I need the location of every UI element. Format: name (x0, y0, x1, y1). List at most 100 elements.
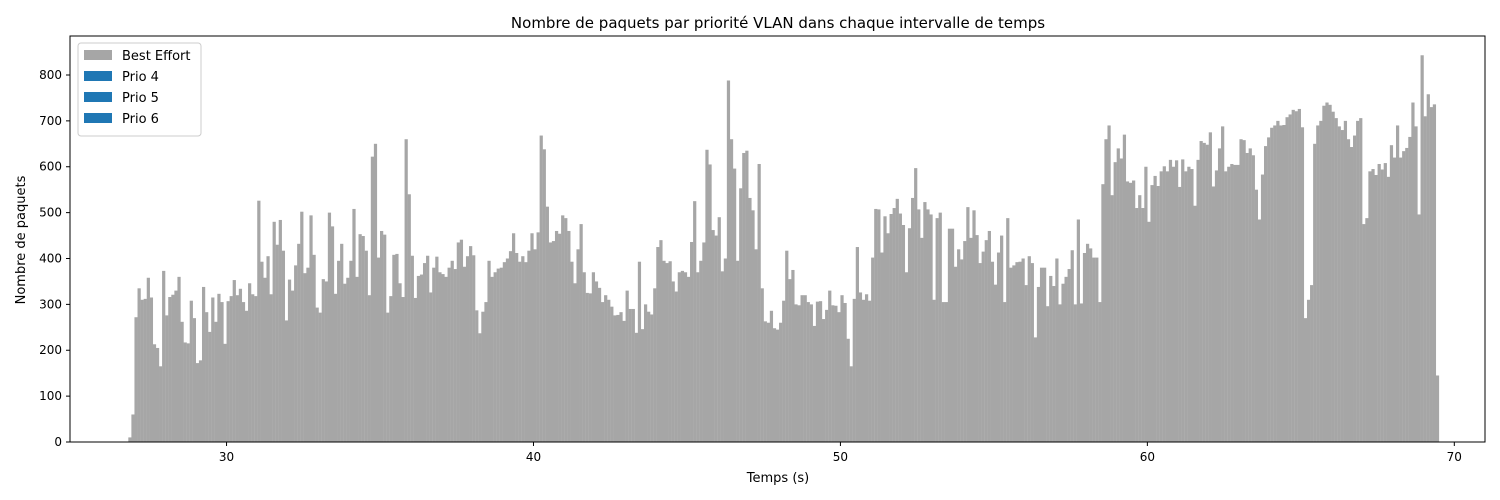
bar (680, 270, 685, 442)
bar (254, 296, 258, 442)
bar (871, 257, 875, 442)
bar (426, 255, 430, 442)
bar (475, 310, 479, 442)
bar (1300, 127, 1305, 442)
bar (260, 261, 264, 442)
bar (165, 315, 169, 442)
bar (407, 194, 411, 442)
bar (134, 317, 138, 442)
bar (1193, 205, 1197, 442)
bar (1270, 127, 1274, 443)
bar (864, 294, 869, 442)
bar (1297, 108, 1301, 442)
bar (1036, 286, 1041, 442)
bar (972, 210, 976, 442)
bar (1184, 171, 1188, 443)
y-tick-label: 600 (39, 160, 62, 174)
bar (941, 302, 945, 442)
bar (361, 236, 365, 442)
bar (1196, 159, 1200, 442)
bar (1079, 303, 1084, 442)
bar (232, 280, 236, 442)
bar (932, 299, 936, 442)
bar (582, 272, 586, 442)
bar (214, 321, 218, 442)
bar (852, 298, 856, 442)
bar (815, 301, 820, 442)
bar (373, 143, 378, 442)
legend-label: Prio 6 (122, 112, 159, 127)
bar (714, 235, 718, 442)
bar (969, 237, 973, 442)
bar (1365, 218, 1369, 442)
bar (358, 234, 362, 442)
x-axis-label: Temps (s) (746, 471, 809, 486)
bar (1107, 125, 1111, 442)
bar (843, 302, 847, 442)
bar (966, 207, 970, 442)
bar (327, 212, 332, 442)
bar (886, 233, 890, 442)
bar (1064, 276, 1068, 442)
bar (938, 212, 942, 442)
bar (1310, 285, 1314, 442)
x-tick-label: 40 (526, 450, 541, 464)
bar (963, 241, 967, 442)
bar (137, 288, 141, 442)
bar (622, 320, 626, 442)
bar (1208, 132, 1212, 442)
bar (413, 297, 417, 442)
bar (481, 311, 485, 442)
bar (1386, 176, 1390, 442)
bar (647, 311, 651, 442)
bar (1429, 107, 1433, 442)
bar (1018, 261, 1022, 442)
bar (1098, 302, 1102, 442)
bar (1113, 162, 1117, 442)
bar (831, 305, 835, 442)
bar (505, 258, 510, 442)
bar (935, 218, 939, 442)
bar (732, 168, 737, 442)
bar (1015, 262, 1019, 442)
bar (1221, 126, 1225, 442)
bar (1082, 252, 1087, 442)
bar (1156, 186, 1160, 442)
y-axis-label: Nombre de paquets (14, 175, 29, 304)
legend-swatch (84, 71, 112, 81)
bar (579, 224, 583, 442)
bar (1313, 143, 1317, 442)
y-tick-label: 400 (39, 251, 62, 265)
bar (877, 209, 881, 442)
bar (914, 168, 918, 442)
bar (370, 156, 375, 442)
bar (244, 310, 249, 442)
bar (1101, 184, 1105, 442)
bar (1187, 166, 1191, 442)
bar (834, 305, 838, 442)
bar (576, 249, 580, 442)
bar (450, 260, 454, 442)
bar (1417, 214, 1421, 442)
bar (303, 273, 307, 442)
bar (1135, 208, 1139, 442)
bar (1408, 136, 1412, 442)
bar (309, 215, 313, 442)
bar (321, 279, 325, 442)
bar (1150, 185, 1154, 442)
bar (736, 260, 740, 442)
bar (364, 250, 368, 442)
bar (1359, 118, 1363, 442)
bar (904, 272, 909, 442)
bar (671, 281, 675, 442)
bar (662, 260, 666, 442)
bar (828, 290, 832, 442)
bar (775, 329, 780, 442)
bar (926, 209, 930, 442)
bar (536, 232, 540, 442)
bar (665, 263, 669, 442)
bar (1165, 171, 1170, 443)
bar (220, 302, 224, 442)
bar (294, 265, 298, 442)
bar (235, 295, 239, 442)
